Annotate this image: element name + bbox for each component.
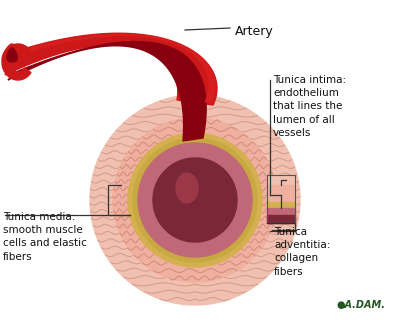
Text: Tunica
adventitia:
collagen
fibers: Tunica adventitia: collagen fibers — [274, 227, 330, 276]
Polygon shape — [14, 35, 215, 103]
Text: ●A.DAM.: ●A.DAM. — [336, 300, 385, 310]
Polygon shape — [267, 175, 295, 185]
Polygon shape — [128, 133, 262, 267]
Text: Artery: Artery — [235, 25, 274, 38]
Polygon shape — [90, 95, 300, 305]
Text: Tunica media:
smooth muscle
cells and elastic
fibers: Tunica media: smooth muscle cells and el… — [3, 212, 87, 262]
Polygon shape — [133, 138, 257, 262]
Ellipse shape — [176, 173, 198, 203]
Polygon shape — [267, 202, 295, 208]
Text: Tunica intima:
endothelium
that lines the
lumen of all
vessels: Tunica intima: endothelium that lines th… — [273, 75, 346, 138]
Polygon shape — [2, 44, 31, 80]
Polygon shape — [5, 33, 217, 105]
Polygon shape — [267, 208, 295, 215]
Polygon shape — [7, 48, 17, 62]
Polygon shape — [267, 215, 295, 223]
Polygon shape — [138, 143, 252, 257]
Polygon shape — [267, 185, 295, 202]
Polygon shape — [2, 44, 22, 66]
Polygon shape — [113, 118, 277, 282]
Polygon shape — [8, 42, 206, 141]
Polygon shape — [153, 158, 237, 242]
Bar — [267, 175, 295, 223]
